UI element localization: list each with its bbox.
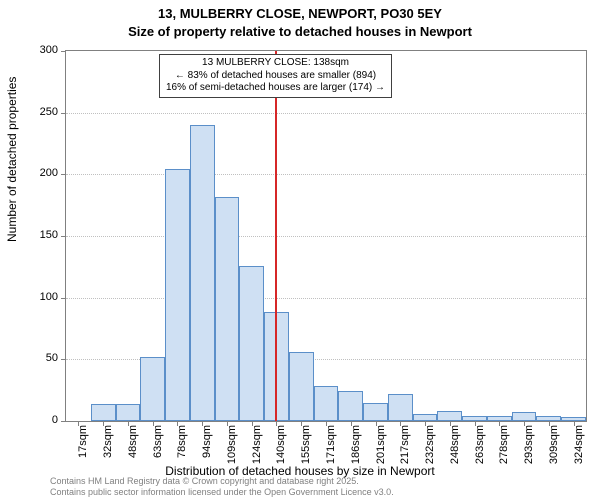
histogram-bar	[512, 412, 537, 421]
chart-title-line1: 13, MULBERRY CLOSE, NEWPORT, PO30 5EY	[0, 6, 600, 21]
xtick-label: 155sqm	[300, 425, 312, 475]
ytick-label: 300	[40, 44, 58, 56]
ytick-label: 150	[40, 229, 58, 241]
xtick-label: 63sqm	[152, 425, 164, 475]
xtick-label: 232sqm	[424, 425, 436, 475]
histogram-bar	[140, 357, 165, 421]
xtick-label: 94sqm	[201, 425, 213, 475]
gridline	[66, 113, 586, 114]
annotation-line3: 16% of semi-detached houses are larger (…	[166, 82, 385, 95]
ytick-mark	[61, 236, 66, 237]
ytick-label: 250	[40, 106, 58, 118]
gridline	[66, 236, 586, 237]
xtick-label: 171sqm	[325, 425, 337, 475]
annotation-line2: ← 83% of detached houses are smaller (89…	[166, 70, 385, 83]
plot-area: 13 MULBERRY CLOSE: 138sqm← 83% of detach…	[65, 50, 587, 422]
reference-line	[275, 51, 277, 421]
xtick-label: 48sqm	[127, 425, 139, 475]
ytick-mark	[61, 113, 66, 114]
histogram-bar	[388, 394, 413, 421]
chart-title-line2: Size of property relative to detached ho…	[0, 24, 600, 39]
histogram-bar	[91, 404, 116, 421]
y-axis-label: Number of detached properties	[5, 77, 19, 242]
xtick-label: 324sqm	[573, 425, 585, 475]
chart-container: 13, MULBERRY CLOSE, NEWPORT, PO30 5EY Si…	[0, 0, 600, 500]
xtick-label: 140sqm	[275, 425, 287, 475]
histogram-bar	[338, 391, 363, 421]
histogram-bar	[289, 352, 314, 421]
ytick-label: 100	[40, 291, 58, 303]
ytick-mark	[61, 359, 66, 360]
histogram-bar	[116, 404, 141, 421]
xtick-label: 263sqm	[474, 425, 486, 475]
xtick-label: 78sqm	[176, 425, 188, 475]
histogram-bar	[165, 169, 190, 421]
footer-line1: Contains HM Land Registry data © Crown c…	[50, 476, 394, 487]
xtick-label: 186sqm	[350, 425, 362, 475]
gridline	[66, 174, 586, 175]
footer-attribution: Contains HM Land Registry data © Crown c…	[50, 476, 394, 498]
xtick-label: 109sqm	[226, 425, 238, 475]
xtick-label: 17sqm	[77, 425, 89, 475]
ytick-mark	[61, 51, 66, 52]
histogram-bar	[413, 414, 438, 421]
xtick-label: 248sqm	[449, 425, 461, 475]
histogram-bar	[190, 125, 215, 421]
footer-line2: Contains public sector information licen…	[50, 487, 394, 498]
xtick-label: 278sqm	[498, 425, 510, 475]
histogram-bar	[363, 403, 388, 422]
histogram-bar	[314, 386, 339, 421]
ytick-label: 200	[40, 167, 58, 179]
gridline	[66, 298, 586, 299]
ytick-label: 50	[46, 352, 58, 364]
histogram-bar	[215, 197, 240, 421]
xtick-label: 32sqm	[102, 425, 114, 475]
xtick-label: 293sqm	[523, 425, 535, 475]
histogram-bar	[239, 266, 264, 421]
xtick-label: 309sqm	[548, 425, 560, 475]
xtick-label: 201sqm	[375, 425, 387, 475]
histogram-bar	[437, 411, 462, 421]
ytick-mark	[61, 174, 66, 175]
ytick-label: 0	[52, 414, 58, 426]
xtick-label: 217sqm	[399, 425, 411, 475]
ytick-mark	[61, 298, 66, 299]
annotation-line1: 13 MULBERRY CLOSE: 138sqm	[166, 57, 385, 70]
xtick-label: 124sqm	[251, 425, 263, 475]
ytick-mark	[61, 421, 66, 422]
annotation-box: 13 MULBERRY CLOSE: 138sqm← 83% of detach…	[159, 54, 392, 98]
